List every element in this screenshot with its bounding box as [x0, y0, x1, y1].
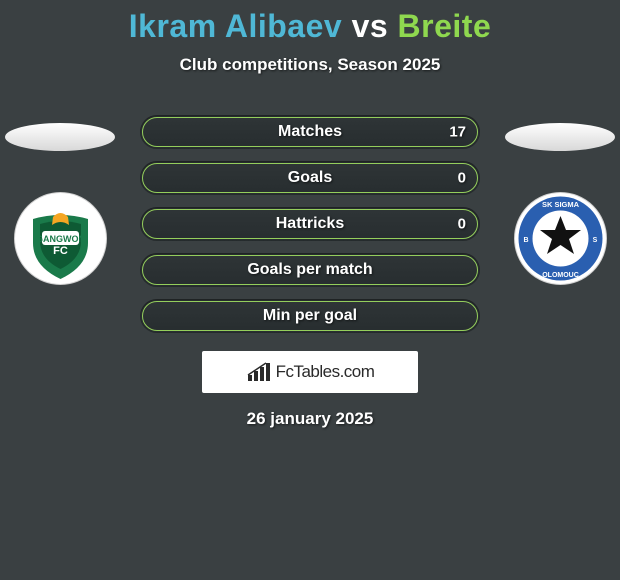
title: Ikram Alibaev vs Breite [129, 8, 492, 45]
date-text: 26 january 2025 [247, 409, 374, 429]
svg-text:B: B [523, 237, 528, 244]
gangwon-badge-icon: GANGWON FC [13, 191, 108, 286]
stat-label: Goals per match [247, 261, 372, 279]
club-badge-left: GANGWON FC [13, 191, 108, 286]
stat-label: Hattricks [276, 215, 344, 233]
brand-text: FcTables.com [276, 362, 375, 382]
stat-row-goals: Goals 0 [140, 161, 480, 195]
brand-box: FcTables.com [202, 351, 418, 393]
svg-text:S: S [592, 237, 597, 244]
stat-right-value: 0 [458, 216, 466, 233]
player1-photo-placeholder [5, 123, 115, 151]
sigma-badge-icon: SK SIGMA OLOMOUC B S [513, 191, 608, 286]
svg-text:SK SIGMA: SK SIGMA [541, 200, 579, 209]
svg-text:OLOMOUC: OLOMOUC [542, 272, 579, 279]
main-row: GANGWON FC Matches 17 Goals 0 Hatt [0, 115, 620, 333]
stat-row-mpg: Min per goal [140, 299, 480, 333]
left-side: GANGWON FC [0, 123, 120, 286]
stat-row-hattricks: Hattricks 0 [140, 207, 480, 241]
svg-text:GANGWON: GANGWON [36, 234, 85, 244]
vs-text: vs [352, 8, 389, 44]
player2-photo-placeholder [505, 123, 615, 151]
subtitle: Club competitions, Season 2025 [180, 55, 441, 75]
stat-row-matches: Matches 17 [140, 115, 480, 149]
player1-name: Ikram Alibaev [129, 8, 342, 44]
stat-row-gpm: Goals per match [140, 253, 480, 287]
stat-label: Matches [278, 123, 342, 141]
stat-right-value: 17 [449, 124, 466, 141]
club-badge-right: SK SIGMA OLOMOUC B S [513, 191, 608, 286]
stats-column: Matches 17 Goals 0 Hattricks 0 Goals per… [140, 115, 480, 333]
comparison-card: Ikram Alibaev vs Breite Club competition… [0, 0, 620, 429]
svg-text:FC: FC [53, 245, 68, 257]
player2-name: Breite [398, 8, 492, 44]
stat-label: Goals [288, 169, 332, 187]
stat-label: Min per goal [263, 307, 357, 325]
chart-icon [246, 361, 272, 383]
stat-right-value: 0 [458, 170, 466, 187]
right-side: SK SIGMA OLOMOUC B S [500, 123, 620, 286]
